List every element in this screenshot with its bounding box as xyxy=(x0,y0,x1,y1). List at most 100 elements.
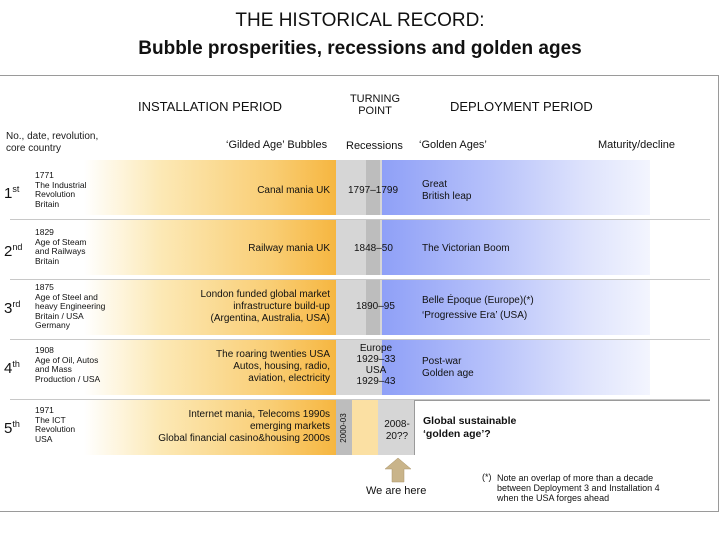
bubble-label: Internet mania, Telecoms 1990s emerging … xyxy=(120,409,330,445)
title-line-1: THE HISTORICAL RECORD: xyxy=(235,10,485,31)
deployment-band xyxy=(382,280,650,335)
rank-num: 5 xyxy=(4,420,13,437)
deployment-band xyxy=(382,160,650,215)
installation-band xyxy=(84,400,336,455)
left-header-line-1: No., date, revolution, xyxy=(6,131,99,142)
rank-suffix: th xyxy=(12,419,20,429)
golden-line-2: ‘Progressive Era’ (USA) xyxy=(422,310,528,321)
golden-age-label: Great British leap xyxy=(422,179,471,203)
recession-label-2: 2008- 20?? xyxy=(380,419,414,443)
rank-num: 1 xyxy=(4,185,13,202)
revolution-year: 1875 xyxy=(35,282,54,292)
golden-age-label: Belle Époque (Europe)(*) ‘Progressive Er… xyxy=(422,293,534,323)
revolution-country: Britain / USA xyxy=(35,310,84,321)
footnote-line-1: Note an overlap of more than a decade xyxy=(497,473,654,483)
bubble-label: London funded global market infrastructu… xyxy=(140,289,330,325)
golden-line-1: Post-war xyxy=(422,356,462,367)
maturity-decline-header: Maturity/decline xyxy=(598,139,676,151)
bubble-line-2: emerging markets xyxy=(249,421,330,432)
revolution-year: 1908 xyxy=(35,345,54,355)
revolution-info: 1829 Age of Steam and Railways Britain xyxy=(35,227,87,266)
revolution-country: USA xyxy=(35,433,53,444)
golden-age-label: Post-war Golden age xyxy=(422,356,474,380)
recession-band-2008 xyxy=(378,400,414,455)
rank-suffix: st xyxy=(12,184,20,194)
bubble-line-1: London funded global market xyxy=(200,289,330,300)
bubble-label: The roaring twenties USA Autos, housing,… xyxy=(140,349,330,385)
revolution-name-2: Revolution xyxy=(35,189,76,200)
revolution-number: 2nd xyxy=(4,242,22,260)
diagram-frame xyxy=(0,75,719,512)
recession-band xyxy=(336,340,382,395)
revolution-name-1: The ICT xyxy=(35,414,66,425)
revolution-name-1: Age of Oil, Autos xyxy=(35,354,99,365)
installation-band xyxy=(84,220,336,275)
revolution-country: Production / USA xyxy=(35,373,101,384)
revolution-number: 1st xyxy=(4,184,19,202)
revolution-number: 3rd xyxy=(4,299,20,317)
revolution-year: 1971 xyxy=(35,405,54,415)
row-divider xyxy=(10,220,710,280)
deployment-band xyxy=(382,340,650,395)
deployment-period-header: DEPLOYMENT PERIOD xyxy=(450,99,593,114)
golden-line-2: British leap xyxy=(422,191,472,202)
deployment-band xyxy=(382,220,650,275)
revolution-year: 1771 xyxy=(35,170,54,180)
bubble-line-1: The roaring twenties USA xyxy=(216,349,330,360)
golden-line-1: Global sustainable xyxy=(423,415,517,427)
revolution-country: Britain xyxy=(35,255,60,266)
installation-band xyxy=(84,340,336,395)
revolution-number: 5th xyxy=(4,419,20,437)
recession-line-3: 20?? xyxy=(385,431,409,442)
golden-line-2: Golden age xyxy=(422,368,474,379)
revolution-name-1: The Industrial xyxy=(35,179,87,190)
row-divider xyxy=(10,160,710,220)
installation-extension-band xyxy=(352,400,378,455)
recession-line-3: USA xyxy=(365,365,387,376)
bubble-line-3: aviation, electricity xyxy=(248,373,330,384)
bubble-line-3: (Argentina, Australia, USA) xyxy=(210,313,331,324)
golden-ages-header: ‘Golden Ages’ xyxy=(419,139,487,151)
rank-suffix: rd xyxy=(12,299,21,309)
recession-label-vertical: 2000-03 xyxy=(339,413,348,443)
recession-line-1: Europe xyxy=(359,343,393,354)
footnote-line-2: between Deployment 3 and Installation 4 xyxy=(497,483,660,493)
we-are-here-label: We are here xyxy=(366,485,427,497)
footnote-mark: (*) xyxy=(482,472,492,482)
turning-line-2: POINT xyxy=(358,105,392,117)
rank-suffix: th xyxy=(12,359,20,369)
recession-line-2: 2008- xyxy=(384,419,410,430)
bubble-line-2: infrastructure build-up xyxy=(233,301,330,312)
revolution-info: 1875 Age of Steel and heavy Engineering … xyxy=(35,282,106,331)
title-line-2: Bubble prosperities, recessions and gold… xyxy=(138,38,582,59)
recessions-header: Recessions xyxy=(346,140,403,152)
revolution-name-2: heavy Engineering xyxy=(35,301,106,312)
recession-label: 1848–50 xyxy=(354,243,393,254)
bubble-label: Railway mania UK xyxy=(248,243,330,254)
recession-line-4: 1929–43 xyxy=(356,376,396,387)
golden-line-1: Great xyxy=(422,179,448,190)
left-column-header: No., date, revolution, core country xyxy=(6,131,98,155)
bubble-line-1: Internet mania, Telecoms 1990s xyxy=(188,409,330,420)
turning-line-1: TURNING xyxy=(349,93,401,105)
rank-suffix: nd xyxy=(12,242,23,252)
installation-period-header: INSTALLATION PERIOD xyxy=(138,99,282,114)
future-golden-age-box xyxy=(414,400,710,455)
row-divider xyxy=(10,340,710,400)
recession-band-dark xyxy=(366,220,380,275)
revolution-name-1: Age of Steam xyxy=(35,236,87,247)
revolution-name-1: Age of Steel and xyxy=(35,291,98,302)
installation-band xyxy=(84,280,336,335)
revolution-info: 1908 Age of Oil, Autos and Mass Producti… xyxy=(35,345,101,384)
rank-num: 4 xyxy=(4,360,13,377)
revolution-info: 1771 The Industrial Revolution Britain xyxy=(35,170,87,209)
rank-num: 2 xyxy=(4,243,13,260)
turning-point-header: TURNING POINT xyxy=(340,93,410,117)
recession-line-2: 1929–33 xyxy=(356,354,396,365)
revolution-year: 1829 xyxy=(35,227,54,237)
revolution-country: Britain xyxy=(35,198,60,209)
recession-label: 1797–1799 xyxy=(348,185,399,196)
rank-num: 3 xyxy=(4,300,13,317)
recession-band-dark xyxy=(366,160,380,215)
golden-age-label: The Victorian Boom xyxy=(422,243,510,255)
